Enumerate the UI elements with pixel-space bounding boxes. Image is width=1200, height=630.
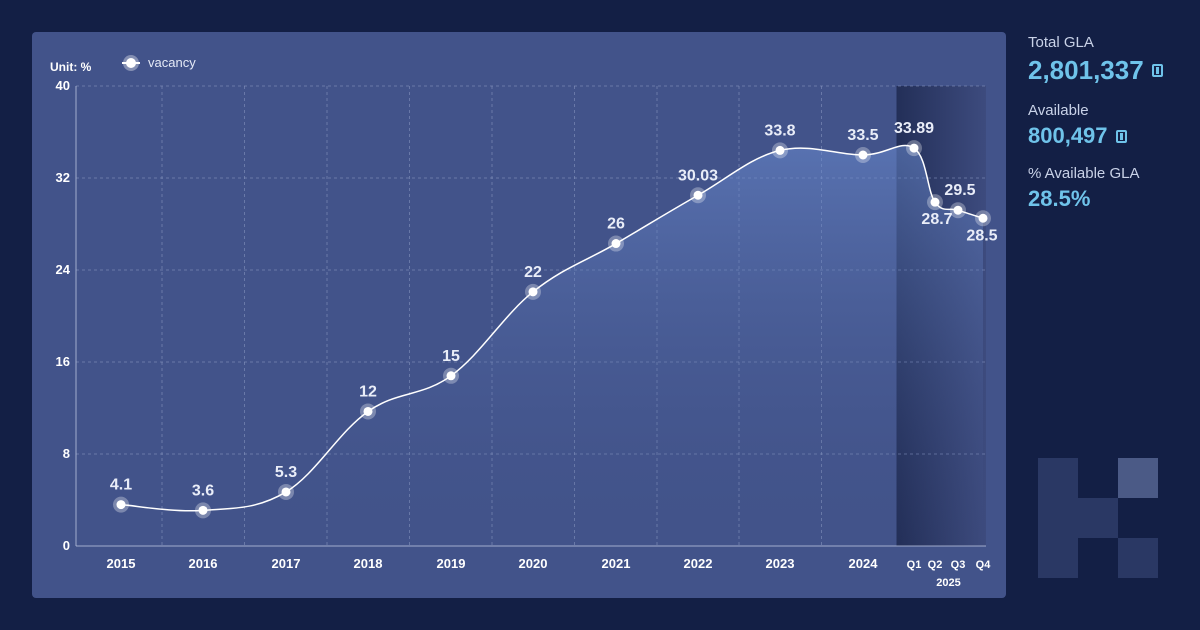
legend[interactable]: vacancy (122, 55, 196, 70)
x-group-label-2025: 2025 (936, 577, 960, 589)
data-label: 29.5 (944, 182, 975, 199)
total-gla-value-row: 2,801,337 (1028, 55, 1188, 86)
data-point (775, 145, 785, 155)
stats-panel: Total GLA 2,801,337 Available 800,497 % … (1028, 34, 1188, 212)
data-label: 28.7 (921, 211, 952, 228)
vacancy-chart: 0 8 16 24 32 40 2015 2016 2017 2018 2019 2020 2021 20… (56, 78, 998, 589)
area-unit-icon (1151, 64, 1163, 77)
stat-total-gla: Total GLA 2,801,337 (1028, 34, 1188, 86)
area-unit-icon (1115, 129, 1127, 143)
data-point (611, 239, 621, 249)
unit-label: Unit: % (50, 60, 92, 74)
x-tick-label: 2018 (354, 556, 383, 571)
data-point (978, 213, 988, 223)
y-tick-label: 16 (56, 354, 70, 369)
data-label: 12 (359, 383, 377, 400)
y-tick-label: 0 (63, 538, 70, 553)
data-label: 15 (442, 348, 460, 365)
x-tick-label: 2020 (519, 556, 548, 571)
data-point (528, 287, 538, 297)
data-label: 28.5 (966, 227, 997, 244)
data-label: 4.1 (110, 477, 132, 494)
legend-swatch (122, 56, 140, 70)
data-point (363, 406, 373, 416)
data-point (198, 505, 208, 515)
available-value: 800,497 (1028, 123, 1108, 148)
x-tick-label: 2019 (437, 556, 466, 571)
data-point (281, 487, 291, 497)
data-point (909, 143, 919, 153)
x-tick-label: Q4 (976, 559, 992, 571)
data-point (446, 371, 456, 381)
x-tick-label: 2022 (684, 556, 713, 571)
data-label: 33.89 (894, 120, 934, 137)
data-label: 30.03 (678, 167, 718, 184)
stat-pct-available: % Available GLA 28.5% (1028, 165, 1188, 212)
y-tick-label: 40 (56, 78, 70, 93)
data-label: 3.6 (192, 482, 214, 499)
data-point (953, 205, 963, 215)
data-point (116, 500, 126, 510)
chart-panel: 0 8 16 24 32 40 2015 2016 2017 2018 2019 2020 2021 20… (32, 32, 1006, 598)
data-point (693, 190, 703, 200)
total-gla-value: 2,801,337 (1028, 55, 1144, 85)
x-tick-label: Q1 (907, 559, 922, 571)
data-point (858, 150, 868, 160)
data-label: 33.8 (764, 122, 795, 139)
x-tick-label: 2016 (189, 556, 218, 571)
y-tick-label: 8 (63, 446, 70, 461)
stat-available: Available 800,497 (1028, 102, 1188, 149)
x-tick-label: 2017 (272, 556, 301, 571)
x-tick-label: 2021 (602, 556, 631, 571)
x-tick-label: 2024 (849, 556, 879, 571)
x-tick-label: Q2 (928, 559, 943, 571)
data-label: 22 (524, 264, 542, 281)
y-tick-label: 32 (56, 170, 70, 185)
available-label: Available (1028, 102, 1089, 119)
pct-available-label: % Available GLA (1028, 165, 1140, 182)
available-value-row: 800,497 (1028, 123, 1188, 149)
y-tick-label: 24 (56, 262, 71, 277)
pct-available-value: 28.5% (1028, 186, 1091, 211)
total-gla-label: Total GLA (1028, 34, 1094, 51)
legend-label-vacancy: vacancy (148, 55, 196, 70)
x-tick-label: 2015 (107, 556, 136, 571)
data-label: 33.5 (847, 127, 878, 144)
pct-available-value-row: 28.5% (1028, 186, 1188, 212)
data-label: 26 (607, 216, 625, 233)
data-label: 5.3 (275, 464, 297, 481)
series-area-vacancy (121, 145, 983, 546)
data-point (930, 197, 940, 207)
x-tick-label: Q3 (951, 559, 966, 571)
x-tick-label: 2023 (766, 556, 795, 571)
k-logo (1038, 458, 1158, 578)
